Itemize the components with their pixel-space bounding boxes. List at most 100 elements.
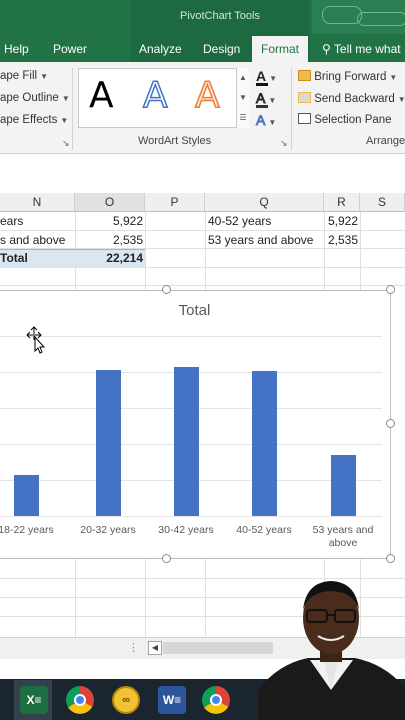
chevron-down-icon: ▼ [268, 118, 277, 127]
bring-forward-icon [298, 70, 311, 81]
resize-handle-bottom-right[interactable] [386, 554, 395, 563]
wordart-gallery[interactable]: A A A [78, 68, 249, 128]
shape-outline-label: ape Outline [0, 92, 59, 104]
tab-format[interactable]: Format [252, 36, 308, 62]
column-header-r[interactable]: R [324, 193, 360, 212]
cell-n-row2[interactable]: s and above [0, 233, 66, 247]
more-icon[interactable]: ☰ [239, 113, 247, 122]
dialog-launcher-icon[interactable]: ↘ [280, 138, 288, 148]
chart-bar[interactable] [330, 454, 356, 516]
gridline [0, 597, 405, 598]
tab-power-pivot[interactable]: Power Pivot [53, 42, 88, 74]
text-fill-icon: A [256, 68, 267, 84]
cell-q-row2[interactable]: 53 years and above [208, 233, 314, 247]
chart-bar[interactable] [173, 366, 199, 516]
column-header-s[interactable]: S [360, 193, 405, 212]
tell-me-label: Tell me what [333, 42, 401, 56]
scroll-left-icon[interactable]: ◀ [148, 641, 162, 655]
chart-x-tick-label: 20-32 years [80, 524, 136, 536]
formula-bar-area [0, 155, 405, 188]
column-header-q[interactable]: Q [205, 193, 324, 212]
scroll-up-icon[interactable]: ▲ [239, 73, 247, 82]
chrome-icon[interactable] [66, 686, 94, 714]
resize-handle-top-right[interactable] [386, 285, 395, 294]
send-backward-button[interactable]: Send Backward ▼ [298, 92, 405, 105]
wordart-group-label: WordArt Styles [138, 135, 212, 147]
tab-analyze[interactable]: Analyze [139, 42, 182, 56]
cell-o-row2[interactable]: 2,535 [112, 233, 143, 247]
chrome-icon[interactable] [202, 686, 230, 714]
shape-effects-label: ape Effects [0, 114, 58, 126]
tab-design[interactable]: Design [203, 42, 241, 56]
context-title: PivotChart Tools [180, 10, 260, 22]
ribbon-decoration [312, 0, 405, 34]
gridline [0, 230, 405, 231]
chart-bar[interactable] [13, 474, 39, 516]
chevron-down-icon: ▼ [60, 116, 69, 125]
group-separator [72, 68, 73, 150]
wordart-style-blue-outline[interactable]: A [142, 74, 168, 117]
column-header-n[interactable]: N [0, 193, 75, 212]
move-cursor-icon [26, 326, 46, 354]
chevron-down-icon: ▼ [389, 73, 398, 82]
chevron-down-icon: ▼ [268, 96, 277, 105]
scroll-down-icon[interactable]: ▼ [239, 93, 247, 102]
resize-handle-right[interactable] [386, 419, 395, 428]
cell-n-row1[interactable]: ears [0, 214, 24, 228]
tell-me-search[interactable]: ⚲ Tell me what [322, 40, 405, 62]
gridline [0, 616, 405, 617]
cell-q-row1[interactable]: 40-52 years [208, 214, 272, 228]
text-outline-icon: A [255, 90, 266, 107]
bring-forward-label: Bring Forward [314, 71, 387, 83]
chart-bar[interactable] [251, 371, 277, 516]
chart-title[interactable]: Total [178, 302, 211, 319]
cell-r-row1[interactable]: 5,922 [327, 214, 358, 228]
gridline [0, 267, 405, 268]
cell-r-row2[interactable]: 2,535 [327, 233, 358, 247]
sheet-tab-splitter[interactable]: ⋮ [128, 642, 139, 654]
chart-x-tick-label: 53 years and above [312, 524, 374, 549]
cell-o-total[interactable]: 22,214 [106, 251, 143, 265]
cell-o-row1[interactable]: 5,922 [112, 214, 143, 228]
grand-total-row [0, 249, 145, 267]
gridline [0, 578, 405, 579]
resize-handle-bottom[interactable] [162, 554, 171, 563]
shape-effects-button[interactable]: ape Effects ▼ [0, 114, 68, 126]
app-icon[interactable]: ∞ [112, 686, 140, 714]
column-header-o[interactable]: O [75, 193, 145, 212]
chart-gridline [0, 336, 382, 337]
tab-help[interactable]: Help [4, 42, 29, 56]
shape-fill-label: ape Fill [0, 70, 38, 82]
shape-fill-button[interactable]: ape Fill ▼ [0, 70, 48, 82]
scrollbar-thumb[interactable] [163, 642, 273, 654]
wordart-gallery-scroll[interactable]: ▲ ▼ ☰ [236, 68, 249, 128]
word-icon[interactable]: W≡ [158, 686, 186, 714]
gridline [0, 248, 405, 249]
text-fill-button[interactable]: A ▼ [256, 68, 284, 86]
excel-icon[interactable]: X≡ [20, 686, 48, 714]
gridline [0, 285, 405, 286]
lightbulb-icon: ⚲ [322, 42, 331, 56]
send-backward-icon [298, 92, 311, 103]
chart-x-tick-label: 30-42 years [158, 524, 214, 536]
group-separator [291, 68, 292, 150]
text-effects-button[interactable]: A ▼ [255, 112, 284, 130]
selection-pane-icon [298, 113, 311, 124]
resize-handle-top[interactable] [162, 285, 171, 294]
arrange-group-label: Arrange [366, 135, 405, 147]
bring-forward-button[interactable]: Bring Forward ▼ [298, 70, 397, 83]
selection-pane-button[interactable]: Selection Pane [298, 113, 392, 126]
wordart-style-black[interactable]: A [89, 75, 114, 116]
cell-n-total[interactable]: Total [0, 251, 28, 265]
chart-x-tick-label: 40-52 years [236, 524, 292, 536]
dialog-launcher-icon[interactable]: ↘ [62, 138, 70, 148]
wordart-style-orange-outline[interactable]: A [194, 74, 220, 117]
presenter-video-overlay [258, 581, 405, 720]
column-header-p[interactable]: P [145, 193, 205, 212]
selection-pane-label: Selection Pane [314, 114, 392, 126]
chevron-down-icon: ▼ [269, 74, 278, 83]
pivot-chart[interactable]: Total 18-22 years 20-32 years 30-42 years 4… [0, 290, 391, 559]
shape-outline-button[interactable]: ape Outline ▼ [0, 92, 70, 104]
chart-bar[interactable] [95, 370, 121, 516]
text-outline-button[interactable]: A ▼ [255, 90, 284, 108]
